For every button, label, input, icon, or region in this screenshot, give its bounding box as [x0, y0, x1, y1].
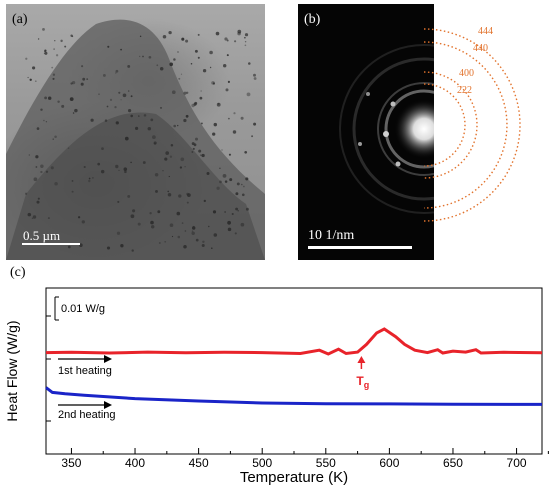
label-1st-heating: 1st heating: [58, 365, 112, 377]
x-tick-label-550: 550: [316, 456, 336, 470]
x-axis-label: Temperature (K): [240, 469, 348, 486]
panel-b-label: (b): [304, 12, 321, 27]
x-tick-label-600: 600: [379, 456, 399, 470]
scale-bar-a: [22, 243, 80, 245]
tg-label: T: [356, 374, 364, 388]
ring-label-400: 400: [459, 68, 474, 79]
tg-sub-label: g: [364, 380, 370, 390]
ring-444: [423, 28, 521, 222]
y-axis-ticks: [46, 315, 51, 422]
label-2nd-heating: 2nd heating: [58, 409, 116, 421]
tem-image-panel: (a) 0.5 µm: [6, 4, 265, 260]
tg-annotation: Tg: [356, 356, 369, 390]
diffraction-pattern: [339, 44, 434, 214]
ring-label-222: 222: [457, 85, 472, 96]
x-tick-label-650: 650: [443, 456, 463, 470]
x-tick-label-450: 450: [189, 456, 209, 470]
x-tick-label-700: 700: [507, 456, 527, 470]
scale-bar-a-label: 0.5 µm: [23, 228, 61, 243]
panel-c-label: (c): [10, 265, 26, 280]
tem-image: [6, 19, 265, 260]
series-1st-heating-line: [45, 327, 543, 356]
x-tick-label-350: 350: [61, 456, 81, 470]
scale-bar-b: [308, 246, 412, 249]
ring-label-444: 444: [478, 26, 493, 37]
ring-overlay: [423, 28, 521, 222]
svg-text:Tg: Tg: [356, 374, 369, 390]
scale-bar-b-label: 10 1/nm: [308, 228, 355, 243]
x-axis-ticks: 350 400 450 500 550 600 650 700: [61, 448, 549, 470]
plot-frame: [45, 287, 543, 455]
diffraction-panel: (b) 10 1/nm: [298, 4, 434, 260]
ring-222: [423, 83, 466, 167]
panel-a-label: (a): [12, 12, 28, 27]
y-scale-bar-label: 0.01 W/g: [61, 303, 105, 315]
x-tick-label-500: 500: [252, 456, 272, 470]
x-tick-label-400: 400: [125, 456, 145, 470]
series-2nd-heating-line: [45, 386, 543, 406]
y-axis-label: Heat Flow (W/g): [4, 320, 20, 421]
dsc-chart: (c) 350 400 450 500 550 600 650 700 0.01 W/g 1s…: [4, 265, 549, 486]
ring-label-440: 440: [473, 43, 488, 54]
